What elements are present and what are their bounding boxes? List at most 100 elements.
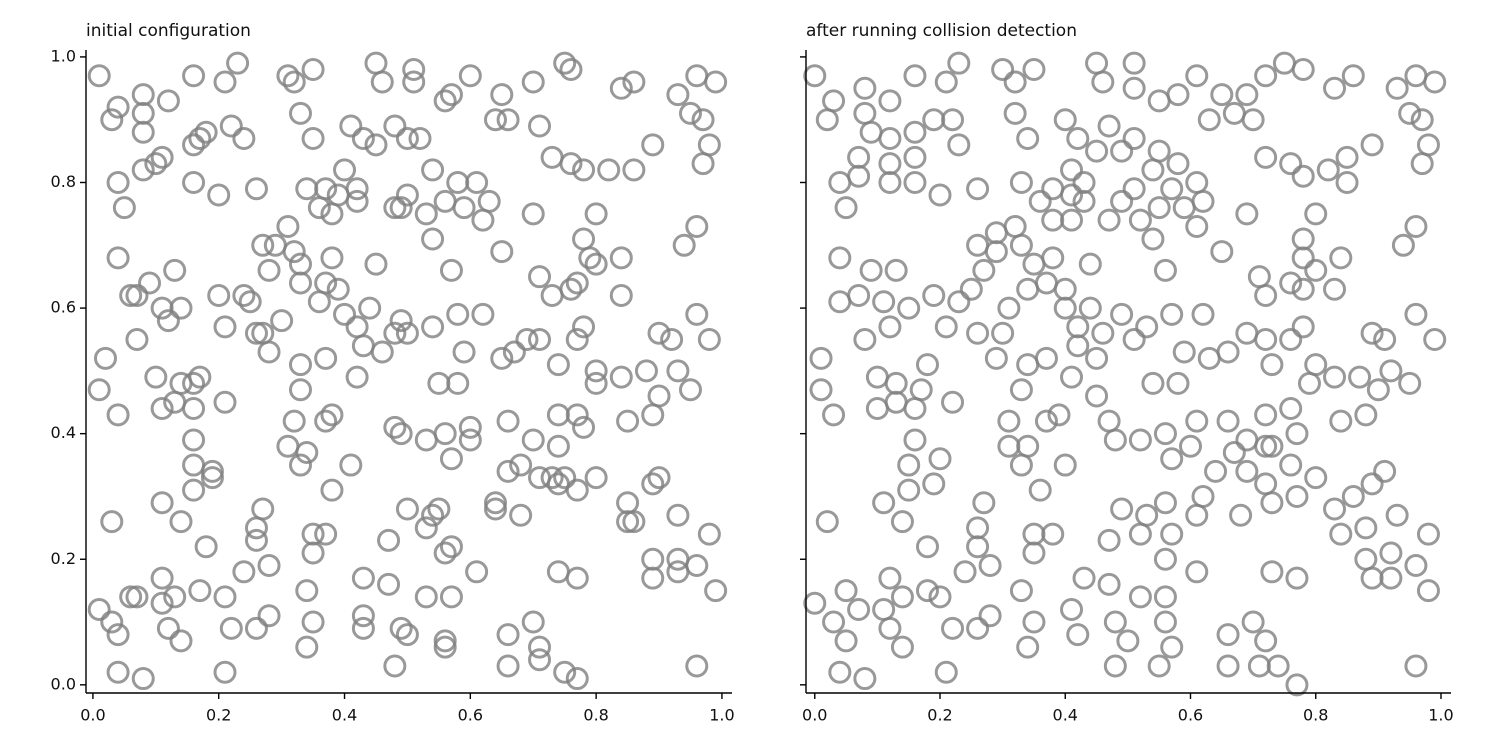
point xyxy=(584,252,608,276)
point xyxy=(878,152,902,176)
point xyxy=(903,428,927,452)
point xyxy=(922,284,946,308)
point xyxy=(1354,547,1378,571)
point xyxy=(966,233,990,257)
point xyxy=(559,57,583,81)
point xyxy=(213,660,237,684)
chart-title: initial configuration xyxy=(86,21,251,41)
point xyxy=(182,428,206,452)
point xyxy=(847,597,871,621)
point xyxy=(1348,365,1372,389)
point xyxy=(1360,321,1384,345)
point xyxy=(131,158,155,182)
point xyxy=(822,403,846,427)
point xyxy=(1222,101,1246,125)
point xyxy=(1197,108,1221,132)
point xyxy=(377,572,401,596)
point xyxy=(270,309,294,333)
point xyxy=(307,290,331,314)
x-tick-label: 0.0 xyxy=(80,706,105,725)
point xyxy=(433,629,457,653)
point xyxy=(1285,566,1309,590)
point xyxy=(1291,164,1315,188)
point xyxy=(1160,302,1184,326)
point xyxy=(872,597,896,621)
point xyxy=(878,89,902,113)
point xyxy=(1323,76,1347,100)
point xyxy=(647,384,671,408)
point xyxy=(1085,384,1109,408)
point xyxy=(150,397,174,421)
point xyxy=(389,196,413,220)
point xyxy=(1141,227,1165,251)
point xyxy=(616,491,640,515)
point xyxy=(1235,428,1259,452)
point xyxy=(822,89,846,113)
point xyxy=(87,597,111,621)
point xyxy=(1041,246,1065,270)
point xyxy=(597,158,621,182)
point xyxy=(1153,422,1177,446)
point xyxy=(853,327,877,351)
point xyxy=(496,459,520,483)
point xyxy=(1172,340,1196,364)
point xyxy=(182,478,206,502)
point xyxy=(182,371,206,395)
point xyxy=(169,510,193,534)
point xyxy=(947,290,971,314)
point xyxy=(1016,277,1040,301)
point xyxy=(414,516,438,540)
point xyxy=(972,258,996,282)
point xyxy=(1404,554,1428,578)
point xyxy=(959,277,983,301)
point xyxy=(1291,315,1315,339)
point xyxy=(1072,189,1096,213)
point xyxy=(1254,64,1278,88)
point xyxy=(1097,208,1121,232)
point xyxy=(834,629,858,653)
point xyxy=(1041,208,1065,232)
point xyxy=(383,114,407,138)
point xyxy=(1410,152,1434,176)
point xyxy=(553,51,577,75)
point xyxy=(213,70,237,94)
point xyxy=(1291,277,1315,301)
point xyxy=(163,390,187,414)
point xyxy=(997,434,1021,458)
point xyxy=(257,340,281,364)
point xyxy=(697,327,721,351)
point xyxy=(1016,635,1040,659)
point xyxy=(691,108,715,132)
point xyxy=(1216,623,1240,647)
point xyxy=(1147,654,1171,678)
point xyxy=(119,585,143,609)
point xyxy=(565,566,589,590)
point xyxy=(1153,610,1177,634)
point xyxy=(452,196,476,220)
point xyxy=(884,371,908,395)
point xyxy=(1216,654,1240,678)
point xyxy=(1141,371,1165,395)
point xyxy=(1122,177,1146,201)
point xyxy=(439,258,463,282)
point xyxy=(540,466,564,490)
point xyxy=(395,183,419,207)
point xyxy=(1297,371,1321,395)
point xyxy=(853,667,877,691)
point xyxy=(345,315,369,339)
point xyxy=(257,604,281,628)
point xyxy=(546,434,570,458)
point xyxy=(1323,277,1347,301)
point xyxy=(509,503,533,527)
point xyxy=(847,284,871,308)
point xyxy=(565,478,589,502)
point xyxy=(1185,409,1209,433)
point xyxy=(169,371,193,395)
point xyxy=(244,616,268,640)
point xyxy=(1185,503,1209,527)
point xyxy=(389,422,413,446)
point xyxy=(1022,522,1046,546)
point xyxy=(477,189,501,213)
point xyxy=(1160,447,1184,471)
